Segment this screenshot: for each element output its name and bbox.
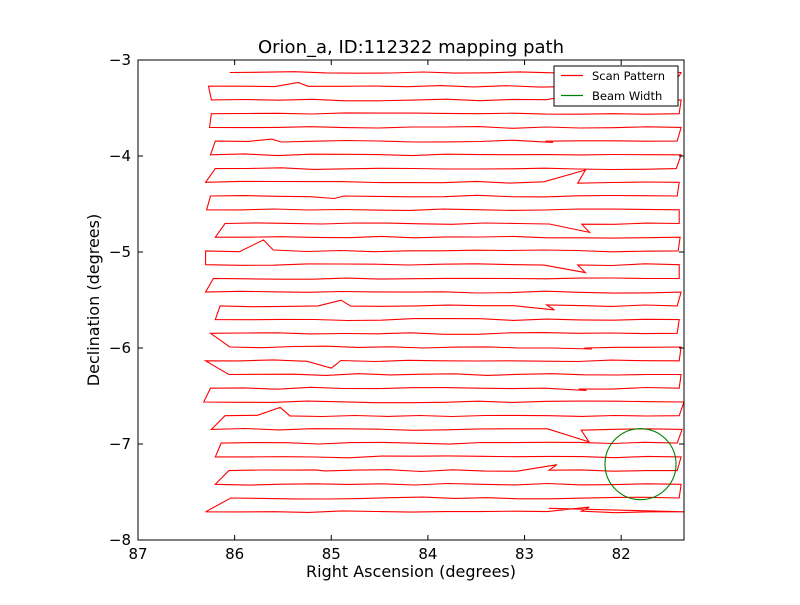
data-layer xyxy=(202,71,684,514)
y-tick-label: −5 xyxy=(109,243,131,261)
x-tick-label: 85 xyxy=(322,545,341,563)
x-tick-label: 83 xyxy=(515,545,534,563)
series-beam-width xyxy=(604,428,677,501)
plot-frame xyxy=(137,59,685,541)
y-tick-label: −7 xyxy=(109,435,131,453)
y-tick-label: −4 xyxy=(109,147,131,165)
x-axis-label: Right Ascension (degrees) xyxy=(306,562,516,581)
legend-box xyxy=(553,65,679,107)
x-tick-label: 82 xyxy=(612,545,631,563)
tick-layer: 87 86 85 84 83 82 −3 −4 −5 −6 −7 −8 xyxy=(109,51,684,563)
legend-label-beam-width: Beam Width xyxy=(592,89,662,103)
y-tick-label: −6 xyxy=(109,339,131,357)
x-tick-label: 84 xyxy=(418,545,437,563)
legend-label-scan-pattern: Scan Pattern xyxy=(592,69,665,83)
x-tick-label: 87 xyxy=(128,545,147,563)
y-axis-label: Declination (degrees) xyxy=(84,214,103,386)
legend: Scan Pattern Beam Width xyxy=(553,65,679,107)
plot-background xyxy=(138,60,684,540)
series-scan-pattern xyxy=(202,71,684,514)
x-tick-label: 86 xyxy=(225,545,244,563)
y-tick-label: −8 xyxy=(109,531,131,549)
y-tick-label: −3 xyxy=(109,51,131,69)
chart-title: Orion_a, ID:112322 mapping path xyxy=(258,37,564,58)
